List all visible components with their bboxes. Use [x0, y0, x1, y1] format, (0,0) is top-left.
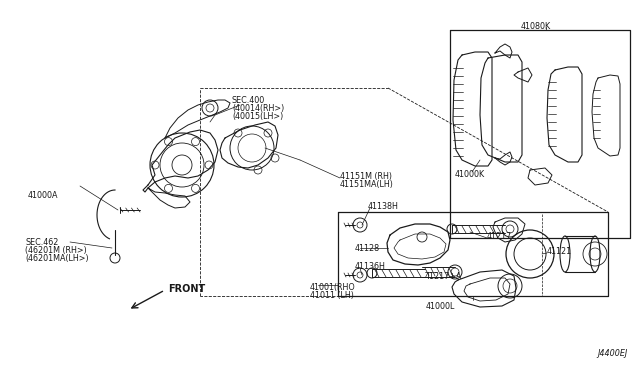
Text: (46201M (RH>): (46201M (RH>): [25, 246, 87, 255]
Text: 41000K: 41000K: [455, 170, 485, 179]
Text: 41011 (LH): 41011 (LH): [310, 291, 354, 300]
Text: 41000A: 41000A: [28, 191, 58, 200]
Text: 41217+A: 41217+A: [425, 272, 462, 281]
Text: 41001(RHO: 41001(RHO: [310, 283, 356, 292]
Text: 41151MA(LH): 41151MA(LH): [340, 180, 394, 189]
Text: 41080K: 41080K: [521, 22, 551, 31]
Text: SEC.462: SEC.462: [25, 238, 58, 247]
Text: (46201MA(LH>): (46201MA(LH>): [25, 254, 88, 263]
Text: (40015(LH>): (40015(LH>): [232, 112, 284, 121]
Text: 41121: 41121: [547, 247, 572, 256]
Text: (40014(RH>): (40014(RH>): [232, 104, 284, 113]
Text: FRONT: FRONT: [168, 284, 205, 294]
Text: 41136H: 41136H: [355, 262, 386, 271]
Text: SEC.400: SEC.400: [232, 96, 265, 105]
Text: 41138H: 41138H: [368, 202, 399, 211]
Text: 41217: 41217: [487, 232, 512, 241]
Text: 41000L: 41000L: [426, 302, 454, 311]
Text: J4400EJ: J4400EJ: [598, 349, 628, 358]
Text: 41128: 41128: [355, 244, 380, 253]
Text: 41151M (RH): 41151M (RH): [340, 172, 392, 181]
